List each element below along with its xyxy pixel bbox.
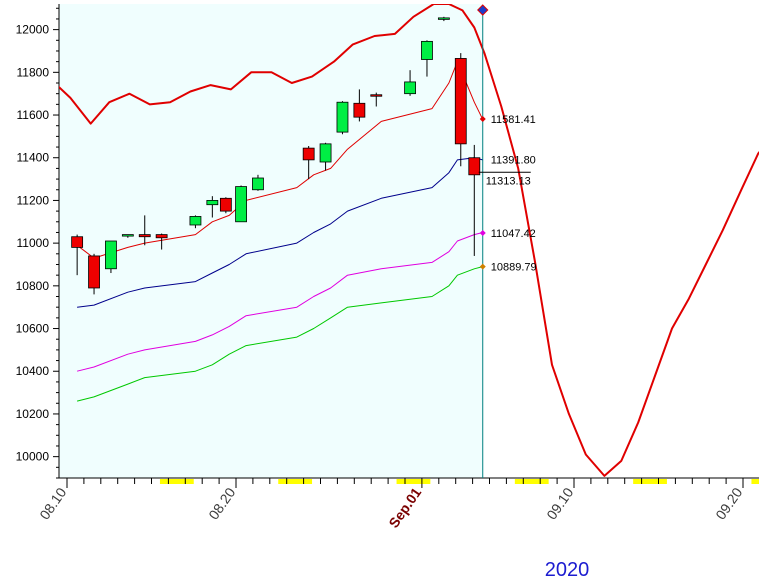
candle-body (336, 101, 349, 133)
candle-body (155, 234, 168, 239)
y-tick-label: 11200 (17, 193, 50, 207)
y-tick-label: 10800 (16, 279, 50, 293)
value-label: 10889.79 (491, 262, 537, 274)
weekend-marker (278, 479, 313, 484)
candle-body (88, 255, 100, 289)
x-tick-label: 09.20 (712, 484, 745, 522)
candle-body (121, 234, 134, 237)
candle-body (370, 94, 383, 97)
candle-body (235, 186, 247, 223)
candle-body (105, 240, 117, 270)
year-label: 2020 (545, 559, 590, 580)
value-marker (479, 230, 486, 237)
series-line-2 (77, 157, 483, 308)
cursor-marker (477, 4, 489, 16)
x-tick-label: 08.10 (36, 484, 69, 522)
y-tick-label: 10400 (16, 364, 50, 378)
candle-body (189, 216, 202, 226)
value-label: 11313.13 (486, 175, 531, 187)
candle-body (302, 147, 315, 161)
series-group (59, 4, 759, 477)
candle-body (319, 143, 332, 163)
candles-group (71, 16, 481, 295)
weekend-marker (514, 479, 549, 484)
weekend-marker (159, 479, 194, 484)
value-label: 11581.41 (491, 114, 536, 126)
candle-body (138, 234, 151, 238)
candle-body (437, 17, 450, 20)
series-line-1 (76, 61, 484, 259)
value-marker (479, 115, 486, 122)
x-tick-label: 08.20 (205, 484, 238, 522)
candle-body (206, 200, 219, 206)
weekend-marker (396, 479, 431, 484)
candle-body (468, 157, 481, 176)
series-line-3 (76, 232, 483, 372)
y-tick-label: 11000 (17, 236, 50, 250)
y-tick-label: 11600 (17, 108, 50, 122)
candle-body (353, 102, 366, 118)
candle-body (454, 58, 467, 145)
y-tick-label: 10200 (16, 407, 50, 421)
series-line-4 (76, 266, 483, 402)
value-label: 11391.80 (491, 154, 536, 166)
weekend-marker (633, 479, 667, 484)
value-label: 11047.42 (491, 228, 536, 240)
x-tick-label: Sep.01 (385, 484, 424, 530)
y-tick-label: 10600 (16, 322, 50, 336)
y-tick-label: 10000 (16, 450, 50, 464)
candle-body (404, 81, 416, 95)
candle-body (71, 236, 84, 248)
y-tick-label: 11400 (17, 151, 50, 165)
y-tick-label: 11800 (17, 65, 50, 79)
candle-body (219, 197, 232, 212)
y-tick-label: 12000 (16, 23, 50, 37)
x-tick-label: 09.10 (543, 484, 576, 522)
candle-body (421, 40, 433, 60)
series-line-0 (59, 4, 759, 477)
weekend-marker (751, 479, 759, 484)
candle-body (252, 177, 264, 191)
value-marker (479, 263, 486, 270)
history-region (59, 4, 483, 478)
